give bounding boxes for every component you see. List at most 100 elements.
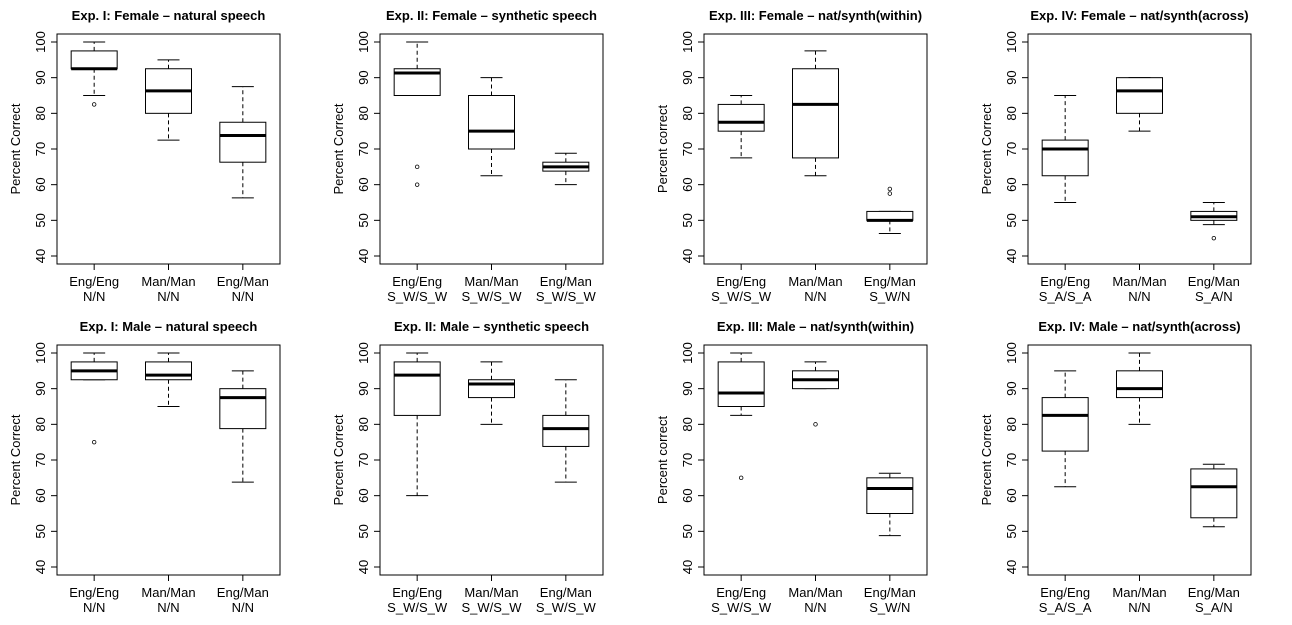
box-plot [717,352,765,481]
y-axis-label: Percent Correct [8,103,23,194]
y-tick-label: 80 [33,417,48,431]
y-tick-label: 60 [1004,488,1019,502]
box-plot [792,50,839,177]
y-tick-label: 100 [1004,31,1019,53]
y-axis-label: Percent Correct [331,414,346,505]
chart-panel: Exp. II: Male – synthetic speech Percent … [331,319,604,615]
category-label: Eng/Eng [716,585,766,600]
category-label: Man/Man [141,274,195,289]
category-label: Eng/Man [1188,585,1240,600]
y-tick-label: 90 [33,381,48,395]
y-tick-label: 70 [1004,453,1019,467]
box-plot [1116,77,1163,132]
category-sublabel: N/N [157,600,179,615]
y-tick-label: 80 [356,106,371,120]
y-tick-label: 70 [1004,142,1019,156]
y-tick-label: 90 [1004,70,1019,84]
chart-panel: Exp. III: Female – nat/synth(within) Perc… [655,8,928,304]
box-plot [1190,202,1238,241]
box-plot [717,95,765,159]
category-sublabel: S_W/S_W [536,289,597,304]
y-tick-label: 90 [356,381,371,395]
iqr-box [717,361,765,407]
y-tick-label: 100 [1004,342,1019,364]
y-axis-label: Percent correct [655,416,670,505]
iqr-box [219,388,267,430]
category-sublabel: S_W/S_W [711,289,772,304]
box-plot [393,41,441,187]
box-plot [468,361,515,425]
iqr-box [145,361,192,381]
panel-title: Exp. I: Female – natural speech [72,8,266,23]
box-plot [1190,463,1238,528]
category-sublabel: N/N [804,600,826,615]
y-tick-label: 80 [356,417,371,431]
y-tick-label: 80 [1004,417,1019,431]
category-label: Eng/Man [540,585,592,600]
y-tick-label: 40 [356,560,371,574]
category-label: Eng/Eng [716,274,766,289]
box-plot [542,379,590,483]
y-tick-label: 60 [680,177,695,191]
panel-title: Exp. III: Male – nat/synth(within) [717,319,914,334]
category-sublabel: S_W/N [869,600,910,615]
y-tick-label: 40 [33,560,48,574]
y-tick-label: 90 [680,381,695,395]
box-plot [542,152,590,186]
y-tick-label: 40 [680,249,695,263]
y-tick-label: 60 [1004,177,1019,191]
chart-panel: Exp. III: Male – nat/synth(within) Percen… [655,319,928,615]
y-tick-label: 50 [356,524,371,538]
category-label: Eng/Man [217,274,269,289]
y-tick-label: 60 [680,488,695,502]
panel-title: Exp. IV: Female – nat/synth(across) [1030,8,1248,23]
y-tick-label: 60 [33,177,48,191]
box-plot [866,472,914,537]
category-sublabel: S_A/S_A [1039,600,1092,615]
outlier-point [414,182,420,187]
box-plot [468,77,515,177]
y-tick-label: 40 [1004,249,1019,263]
panel-title: Exp. I: Male – natural speech [80,319,258,334]
box-plot [1041,370,1089,488]
category-sublabel: S_A/N [1195,289,1233,304]
y-axis-label: Percent Correct [979,103,994,194]
category-label: Man/Man [141,585,195,600]
category-label: Eng/Eng [392,585,442,600]
iqr-box [542,414,590,447]
y-tick-label: 40 [1004,560,1019,574]
outlier-point [887,186,893,192]
y-tick-label: 100 [680,342,695,364]
category-label: Eng/Man [864,274,916,289]
iqr-box [1116,370,1163,399]
y-tick-label: 50 [1004,524,1019,538]
y-tick-label: 50 [1004,213,1019,227]
box-plot [70,41,118,107]
y-tick-label: 100 [356,31,371,53]
category-label: Man/Man [464,274,518,289]
category-label: Man/Man [1112,274,1166,289]
box-plot [145,59,192,141]
category-label: Eng/Man [540,274,592,289]
y-tick-label: 50 [680,213,695,227]
category-sublabel: S_W/S_W [536,600,597,615]
y-axis-label: Percent Correct [331,103,346,194]
y-tick-label: 40 [33,249,48,263]
y-tick-label: 100 [33,31,48,53]
panel-title: Exp. IV: Male – nat/synth(across) [1038,319,1240,334]
outlier-point [887,191,893,196]
y-tick-label: 90 [1004,381,1019,395]
category-sublabel: S_W/S_W [387,600,448,615]
category-sublabel: N/N [83,600,105,615]
box-plot [219,370,267,483]
box-plot [1116,352,1163,425]
iqr-box [219,121,267,163]
chart-panel: Exp. I: Male – natural speech Percent Cor… [8,319,281,615]
iqr-box [1190,468,1238,519]
category-label: Eng/Eng [69,585,119,600]
y-tick-label: 100 [33,342,48,364]
category-sublabel: N/N [1128,600,1150,615]
y-tick-label: 80 [680,106,695,120]
category-sublabel: N/N [157,289,179,304]
